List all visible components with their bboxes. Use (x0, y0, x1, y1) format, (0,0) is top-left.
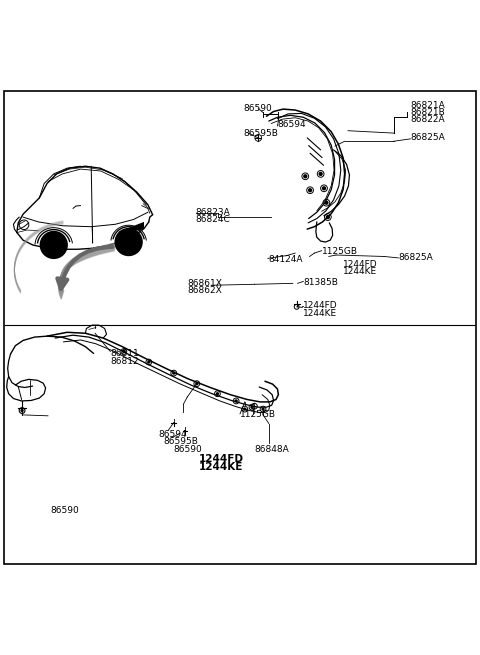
Circle shape (21, 409, 23, 411)
Circle shape (319, 172, 322, 176)
Text: 86825A: 86825A (410, 134, 445, 142)
Circle shape (323, 187, 325, 190)
Text: 86594: 86594 (158, 430, 187, 439)
Text: 86595B: 86595B (244, 128, 279, 138)
Text: 1244FD: 1244FD (343, 259, 378, 269)
Circle shape (244, 408, 246, 410)
Circle shape (148, 361, 150, 363)
Circle shape (262, 408, 264, 410)
Text: 86824C: 86824C (196, 215, 230, 224)
Text: 86821B: 86821B (410, 108, 445, 117)
Text: 86811: 86811 (110, 349, 139, 358)
Text: 86821A: 86821A (410, 101, 445, 110)
Circle shape (235, 400, 237, 402)
Text: 81385B: 81385B (303, 278, 338, 287)
Circle shape (251, 406, 253, 408)
Circle shape (216, 393, 218, 395)
Text: 1244KE: 1244KE (199, 462, 243, 472)
Text: 1244FD: 1244FD (303, 301, 338, 310)
Text: 86862X: 86862X (187, 286, 222, 295)
Circle shape (309, 189, 312, 192)
Text: 86823A: 86823A (196, 208, 230, 217)
Polygon shape (119, 222, 144, 234)
Circle shape (115, 229, 142, 255)
Text: 86812: 86812 (110, 356, 139, 365)
Text: 86590: 86590 (244, 104, 273, 113)
Text: 1244KE: 1244KE (343, 267, 377, 276)
Text: 86825A: 86825A (398, 253, 433, 263)
Text: 86595B: 86595B (163, 437, 198, 446)
Text: 86822A: 86822A (410, 115, 445, 124)
Text: 86590: 86590 (50, 506, 79, 515)
Text: 1244FD: 1244FD (199, 455, 244, 464)
Text: 86861X: 86861X (187, 279, 222, 288)
Text: 84124A: 84124A (269, 255, 303, 264)
Circle shape (173, 372, 175, 374)
Circle shape (196, 383, 198, 384)
Circle shape (326, 215, 329, 219)
Text: 1125GB: 1125GB (322, 247, 358, 256)
Text: 86594: 86594 (277, 121, 306, 130)
Text: 86590: 86590 (174, 445, 203, 455)
Text: 1125GB: 1125GB (240, 411, 276, 419)
Circle shape (123, 350, 125, 352)
Text: 1244KE: 1244KE (303, 309, 337, 318)
Text: 86848A: 86848A (254, 445, 289, 455)
Circle shape (40, 231, 67, 258)
Circle shape (325, 201, 328, 204)
Circle shape (304, 175, 307, 178)
